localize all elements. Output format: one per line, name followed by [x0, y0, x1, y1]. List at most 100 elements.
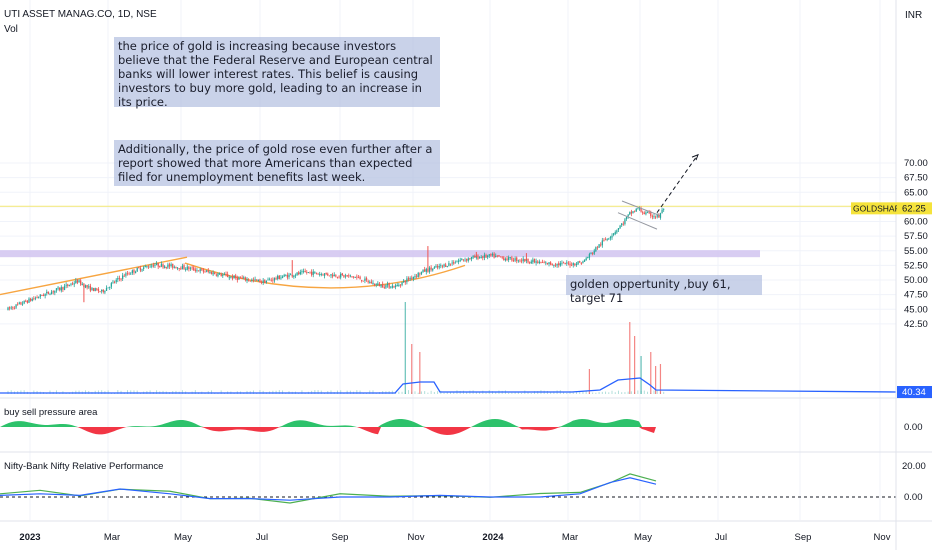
candle-body [609, 237, 612, 239]
candle-body [488, 254, 490, 256]
candle-body [606, 239, 608, 240]
candle-body [34, 297, 37, 299]
candle-body [272, 279, 274, 281]
pressure-area-negative [0, 427, 656, 435]
candle-body [617, 227, 620, 230]
volume-bar [433, 392, 435, 394]
time-tick-label: May [634, 532, 652, 543]
candle-body [209, 271, 211, 273]
candle-body [412, 276, 415, 279]
candle-body [357, 277, 360, 278]
candle-body [105, 288, 108, 291]
candle-body [199, 269, 201, 272]
note-buy-target[interactable]: golden oppertunity ,buy 61, target 71 [566, 275, 762, 305]
candle-body [31, 298, 33, 301]
candle-body [591, 253, 594, 254]
candle-body [317, 273, 319, 275]
volume-spike [411, 344, 413, 394]
candle-body [265, 280, 268, 283]
candle-body [378, 283, 381, 287]
time-tick-label: Mar [562, 532, 578, 543]
candle-body [495, 255, 497, 257]
candle-body [528, 262, 531, 264]
volume-bar [572, 391, 574, 394]
candle-body [635, 208, 637, 212]
relperf-tick-label: 0.00 [904, 492, 923, 503]
candle-body [307, 272, 310, 273]
candle-body [391, 285, 394, 288]
candle-body [80, 280, 82, 285]
currency-label[interactable]: INR [905, 10, 923, 21]
candle-body [596, 247, 599, 249]
candle-body [155, 263, 158, 265]
candle-body [398, 285, 400, 286]
volume-bar [450, 392, 452, 394]
note-unemployment[interactable]: Additionally, the price of gold rose eve… [114, 140, 440, 186]
volume-bar [320, 390, 322, 394]
candle-body [419, 273, 421, 275]
candle-body [170, 264, 172, 267]
candle-body [25, 300, 27, 302]
candle-body [183, 265, 185, 269]
candle-body [18, 302, 20, 304]
candle-body [375, 284, 377, 286]
candle-body [283, 274, 285, 277]
candle-body [472, 256, 474, 258]
candle-body [310, 271, 313, 275]
volume-bar [443, 392, 445, 394]
pressure-area-positive [0, 419, 656, 427]
volume-bar [101, 390, 103, 394]
price-tick-label: 47.50 [904, 290, 928, 301]
relperf-pane-title[interactable]: Nifty-Bank Nifty Relative Performance [4, 461, 164, 472]
candle-body [247, 279, 250, 281]
target-projection [656, 153, 699, 214]
candle-body [546, 262, 549, 265]
note-gold-rates[interactable]: the price of gold is increasing because … [114, 37, 440, 109]
candle-body [493, 253, 495, 258]
candle-body [438, 266, 440, 268]
candle-body [36, 297, 38, 298]
candle-body [330, 274, 332, 276]
candle-body [180, 268, 182, 270]
pressure-pane-title[interactable]: buy sell pressure area [4, 407, 98, 418]
candle-body [338, 276, 340, 278]
volume-bar [49, 390, 51, 394]
candle-body [147, 266, 150, 268]
candle-body [359, 276, 361, 280]
candle-body [566, 262, 568, 264]
candle-body [554, 264, 557, 266]
candle-body [572, 263, 574, 265]
candle-body [104, 290, 106, 293]
candle-body [369, 281, 371, 283]
candle-body [556, 263, 558, 266]
candle-body [603, 239, 605, 241]
current-symbol-badge [851, 202, 897, 215]
volume-spike [640, 356, 642, 394]
candle-body [540, 262, 542, 264]
volume-bar [624, 392, 626, 394]
price-tick-label: 67.50 [904, 173, 928, 184]
time-tick-label: Sep [332, 532, 349, 543]
volume-bar [133, 390, 135, 394]
vol-label[interactable]: Vol [4, 24, 18, 35]
candle-body [49, 294, 51, 296]
symbol-title[interactable]: UTI ASSET MANAG.CO, 1D, NSE [4, 9, 157, 20]
candle-body [42, 295, 45, 296]
candle-body [94, 288, 96, 291]
volume-bar [136, 390, 138, 394]
candle-body [587, 257, 589, 259]
candle-body [270, 279, 272, 281]
volume-bar [521, 392, 523, 394]
candle-body [564, 262, 566, 265]
candle-body [288, 274, 290, 278]
candle-body [293, 275, 295, 278]
candle-body [483, 254, 486, 258]
candle-body [222, 274, 224, 276]
volume-bar [514, 392, 516, 394]
candle-body [558, 263, 560, 266]
candle-body [217, 273, 219, 277]
candle-body [7, 307, 9, 310]
candle-body [582, 261, 584, 263]
candle-body [151, 265, 153, 267]
